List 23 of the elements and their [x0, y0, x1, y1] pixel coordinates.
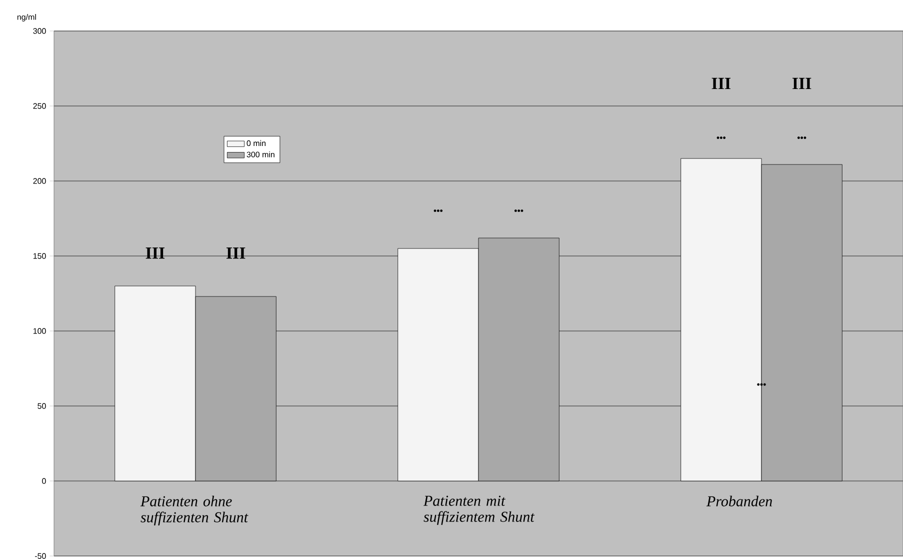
annotation: III [146, 247, 165, 259]
x-tick-label: Patienten mit suffizientem Shunt [423, 496, 535, 525]
y-tick-label: 0 [42, 478, 46, 484]
y-tick-label: 100 [33, 328, 46, 334]
y-tick-label: 250 [33, 103, 46, 109]
annotation: III [712, 78, 731, 90]
y-axis-title: ng/ml [17, 14, 36, 22]
legend-label: 0 min [246, 140, 266, 146]
legend-label: 300 min [246, 151, 274, 158]
x-tick-label: Probanden [706, 496, 772, 506]
y-tick-label: 50 [38, 403, 46, 409]
annotation: ••• [797, 136, 806, 139]
y-tick-label: 200 [33, 178, 46, 184]
annotation: III [792, 78, 812, 90]
x-tick-label: Patienten ohne suffizienten Shunt [140, 496, 248, 526]
y-tick-label: -50 [35, 553, 46, 559]
annotation: ••• [514, 209, 524, 212]
annotation: ••• [757, 383, 766, 386]
y-tick-label: 150 [33, 253, 46, 259]
annotation: ••• [716, 136, 726, 139]
annotation: ••• [434, 209, 443, 212]
annotation: III [226, 247, 246, 259]
y-tick-label: 300 [33, 28, 46, 34]
